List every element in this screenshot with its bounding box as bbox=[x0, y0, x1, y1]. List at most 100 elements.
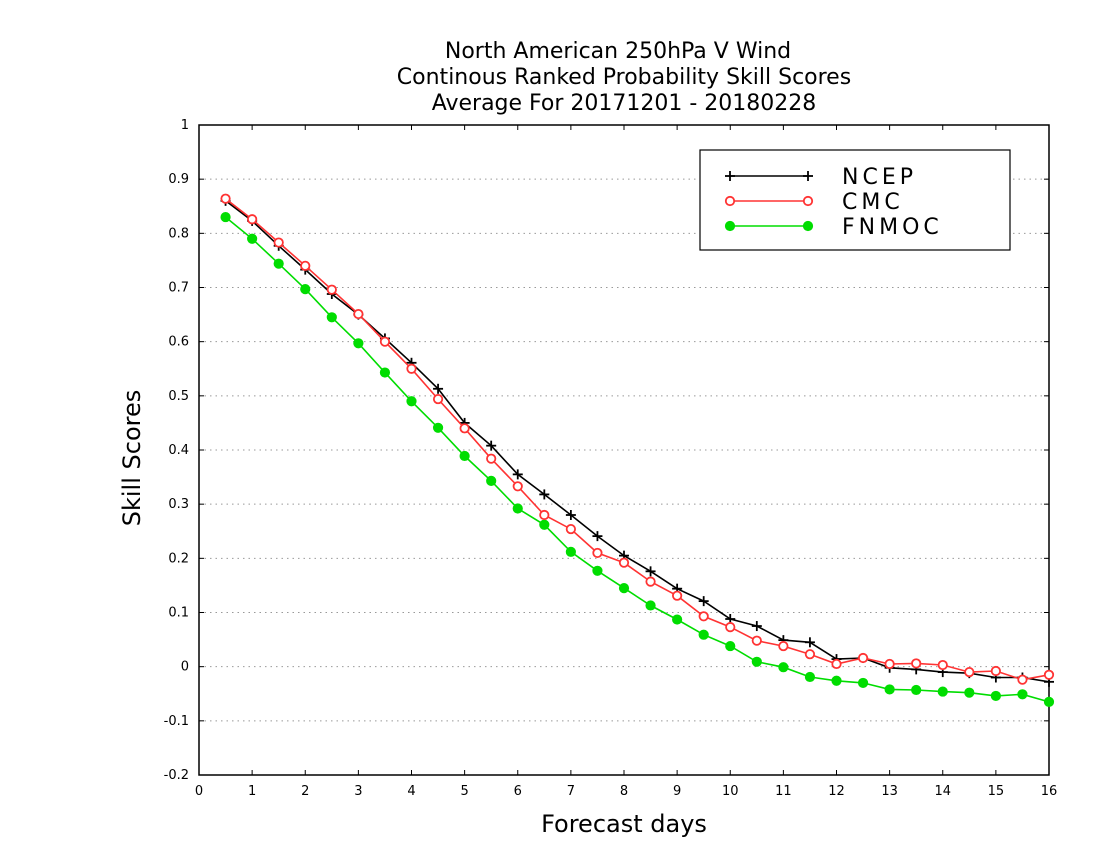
series-ncep-point bbox=[804, 637, 815, 648]
series-fnmoc-point bbox=[857, 677, 869, 689]
legend-marker bbox=[802, 220, 814, 232]
series-cmc-point bbox=[964, 666, 975, 678]
legend-entry-cmc: CMC bbox=[724, 190, 904, 215]
series-cmc-point bbox=[1043, 669, 1055, 680]
series-fnmoc-point bbox=[247, 233, 258, 244]
y-tick-label: 0.8 bbox=[168, 226, 189, 241]
axis-ticks: -0.2-0.100.10.20.30.40.50.60.70.80.910 1 2… bbox=[164, 118, 1058, 799]
series-fnmoc-point bbox=[725, 640, 736, 652]
x-tick-label: 2 bbox=[301, 784, 309, 799]
series-cmc-point bbox=[672, 590, 683, 601]
series-cmc-point bbox=[884, 658, 895, 670]
series-cmc-point bbox=[804, 649, 816, 660]
series-ncep-point bbox=[486, 440, 497, 451]
series-fnmoc-point bbox=[1017, 689, 1028, 700]
x-tick-label: 10 bbox=[722, 784, 739, 799]
series-fnmoc-point bbox=[539, 519, 550, 530]
series-cmc-point bbox=[432, 393, 444, 405]
series-cmc-point bbox=[911, 658, 922, 669]
x-tick-label: 15 bbox=[988, 784, 1005, 799]
x-tick-label: 1 bbox=[248, 784, 256, 799]
series-fnmoc-point bbox=[353, 338, 364, 349]
series-fnmoc-point bbox=[778, 662, 789, 673]
y-tick-label: -0.1 bbox=[164, 714, 189, 729]
legend-entry-ncep: NCEP bbox=[725, 165, 917, 190]
legend-marker bbox=[802, 195, 814, 207]
series-fnmoc-point bbox=[592, 565, 603, 576]
y-tick-label: 1 bbox=[181, 118, 189, 133]
series-fnmoc bbox=[220, 211, 1055, 707]
series-cmc-point bbox=[379, 336, 391, 347]
legend-marker bbox=[725, 171, 735, 181]
legend-label-cmc: CMC bbox=[842, 190, 904, 215]
series-fnmoc-point bbox=[379, 367, 391, 378]
series-fnmoc-point bbox=[751, 656, 762, 667]
series-fnmoc-point bbox=[565, 546, 576, 557]
x-tick-label: 5 bbox=[460, 784, 468, 799]
x-tick-label: 13 bbox=[881, 784, 898, 799]
x-tick-label: 16 bbox=[1041, 784, 1058, 799]
y-tick-label: 0.2 bbox=[168, 551, 189, 566]
y-tick-label: 0.6 bbox=[168, 335, 189, 350]
series-cmc-point bbox=[512, 481, 523, 492]
series-cmc-point bbox=[778, 640, 789, 652]
series-cmc-point bbox=[592, 547, 603, 559]
y-tick-label: 0.4 bbox=[168, 443, 189, 458]
series-fnmoc-point bbox=[1043, 696, 1055, 707]
series-cmc-point bbox=[831, 658, 842, 670]
y-tick-label: 0 bbox=[181, 660, 189, 675]
series-fnmoc-point bbox=[326, 312, 337, 323]
series-ncep-point bbox=[433, 383, 444, 394]
legend-marker bbox=[803, 171, 813, 181]
series-cmc-point bbox=[406, 363, 417, 374]
series-cmc bbox=[220, 193, 1055, 685]
x-tick-label: 0 bbox=[195, 784, 203, 799]
series-lines bbox=[220, 193, 1055, 707]
x-axis-title: Forecast days bbox=[541, 810, 707, 838]
y-tick-label: 0.9 bbox=[168, 172, 189, 187]
series-fnmoc-point bbox=[911, 684, 922, 696]
series-cmc-point bbox=[698, 611, 709, 622]
series-cmc-point bbox=[937, 659, 948, 671]
series-fnmoc-point bbox=[990, 690, 1001, 702]
series-fnmoc-point bbox=[273, 258, 284, 269]
legend-label-ncep: NCEP bbox=[842, 165, 917, 190]
legend-label-fnmoc: FNMOC bbox=[842, 215, 943, 240]
series-fnmoc-point bbox=[937, 686, 948, 697]
series-ncep-point bbox=[592, 531, 603, 542]
series-ncep-point bbox=[539, 489, 550, 500]
series-ncep-line bbox=[225, 200, 1050, 683]
gridlines bbox=[199, 178, 1049, 722]
series-ncep-point bbox=[512, 469, 523, 480]
y-tick-label: 0.7 bbox=[168, 281, 189, 296]
series-fnmoc-line bbox=[225, 216, 1050, 703]
series-cmc-point bbox=[565, 523, 576, 535]
legend-entry-fnmoc: FNMOC bbox=[724, 215, 943, 240]
series-cmc-point bbox=[220, 193, 231, 204]
y-axis-title: Skill Scores bbox=[118, 390, 146, 527]
x-tick-label: 9 bbox=[673, 784, 681, 799]
series-cmc-point bbox=[1017, 674, 1028, 685]
series-ncep-point bbox=[698, 596, 709, 607]
series-ncep-point bbox=[645, 566, 656, 577]
series-ncep-point bbox=[565, 510, 576, 520]
x-tick-label: 6 bbox=[514, 784, 522, 799]
series-fnmoc-point bbox=[672, 614, 683, 625]
series-fnmoc-point bbox=[459, 450, 470, 462]
series-fnmoc-point bbox=[406, 396, 417, 407]
x-tick-label: 7 bbox=[567, 784, 575, 799]
x-tick-label: 14 bbox=[934, 784, 951, 799]
series-cmc-point bbox=[300, 260, 311, 271]
series-cmc-point bbox=[857, 652, 869, 664]
x-tick-label: 3 bbox=[354, 784, 362, 799]
series-fnmoc-point bbox=[486, 475, 497, 486]
y-tick-label: 0.3 bbox=[168, 497, 189, 512]
series-cmc-point bbox=[486, 453, 497, 464]
x-tick-label: 11 bbox=[775, 784, 792, 799]
series-fnmoc-point bbox=[432, 422, 444, 433]
series-ncep bbox=[220, 195, 1054, 687]
chart-title: North American 250hPa V Wind Continous R… bbox=[397, 39, 851, 116]
series-fnmoc-point bbox=[220, 211, 231, 223]
chart-title-line-3: Average For 20171201 - 20180228 bbox=[432, 91, 817, 116]
